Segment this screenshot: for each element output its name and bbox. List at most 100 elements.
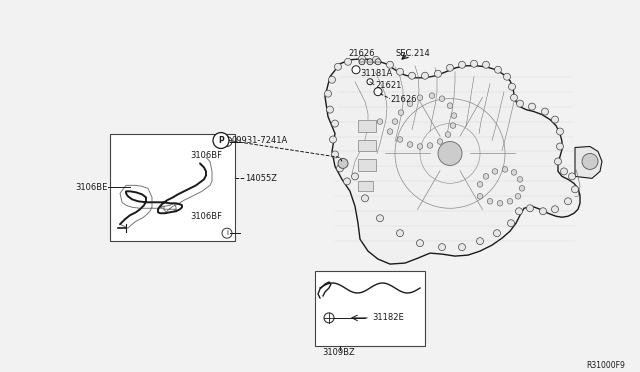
Circle shape	[332, 151, 339, 158]
Circle shape	[417, 144, 423, 149]
Circle shape	[515, 193, 521, 199]
Circle shape	[417, 95, 423, 100]
Circle shape	[338, 158, 348, 169]
Circle shape	[375, 59, 381, 65]
Circle shape	[377, 119, 383, 124]
Circle shape	[515, 208, 522, 215]
Circle shape	[438, 141, 462, 166]
Text: 09931-7241A: 09931-7241A	[231, 136, 287, 145]
Circle shape	[344, 58, 351, 65]
Circle shape	[397, 137, 403, 142]
Circle shape	[445, 132, 451, 137]
Circle shape	[392, 119, 398, 124]
Circle shape	[367, 79, 373, 85]
Circle shape	[529, 103, 536, 110]
Circle shape	[557, 143, 563, 150]
Circle shape	[358, 55, 365, 62]
Circle shape	[497, 201, 503, 206]
Text: 3109BZ: 3109BZ	[322, 348, 355, 357]
Circle shape	[374, 88, 382, 96]
Circle shape	[376, 215, 383, 222]
Circle shape	[483, 174, 489, 179]
Circle shape	[344, 178, 351, 185]
Text: S: S	[225, 139, 228, 144]
Circle shape	[582, 154, 598, 169]
Circle shape	[447, 64, 454, 71]
Circle shape	[477, 182, 483, 187]
Circle shape	[408, 72, 415, 79]
Circle shape	[477, 193, 483, 199]
Circle shape	[554, 158, 561, 165]
Circle shape	[509, 83, 515, 90]
Circle shape	[557, 128, 563, 135]
Text: 3106BE: 3106BE	[76, 183, 108, 192]
Circle shape	[527, 205, 534, 212]
Circle shape	[541, 108, 548, 115]
Bar	[358, 140, 376, 151]
Text: 31182E: 31182E	[372, 313, 404, 323]
Circle shape	[447, 103, 453, 108]
Circle shape	[222, 228, 232, 238]
Circle shape	[222, 137, 232, 147]
Text: 14055Z: 14055Z	[245, 174, 277, 183]
Circle shape	[397, 68, 403, 75]
Circle shape	[435, 70, 442, 77]
Text: 31181A: 31181A	[360, 69, 392, 78]
Bar	[315, 271, 425, 346]
Polygon shape	[325, 59, 580, 264]
Circle shape	[387, 61, 394, 68]
Text: i: i	[226, 230, 228, 236]
Circle shape	[483, 61, 490, 68]
Circle shape	[337, 165, 344, 172]
Circle shape	[502, 167, 508, 172]
Circle shape	[517, 177, 523, 182]
Polygon shape	[575, 147, 602, 179]
Circle shape	[568, 173, 575, 180]
Circle shape	[359, 59, 365, 65]
Circle shape	[422, 72, 429, 79]
Circle shape	[397, 230, 403, 237]
Circle shape	[429, 93, 435, 99]
Circle shape	[572, 186, 579, 193]
Circle shape	[507, 199, 513, 204]
Circle shape	[352, 66, 360, 74]
Circle shape	[213, 132, 229, 148]
Text: 21626: 21626	[390, 95, 417, 104]
Circle shape	[516, 100, 524, 107]
Circle shape	[511, 170, 517, 175]
Circle shape	[492, 169, 498, 174]
Bar	[358, 160, 376, 171]
Circle shape	[561, 168, 568, 175]
Circle shape	[504, 73, 511, 80]
Circle shape	[398, 110, 404, 115]
Bar	[358, 119, 376, 132]
Circle shape	[330, 136, 337, 143]
Circle shape	[324, 90, 332, 97]
Bar	[358, 182, 373, 191]
Circle shape	[450, 123, 456, 128]
Circle shape	[335, 63, 342, 70]
Circle shape	[470, 60, 477, 67]
Circle shape	[372, 56, 380, 63]
Text: R31000F9: R31000F9	[586, 361, 625, 370]
Circle shape	[428, 143, 433, 148]
Circle shape	[439, 96, 445, 102]
Circle shape	[387, 129, 393, 134]
Circle shape	[495, 66, 502, 73]
Bar	[110, 134, 235, 241]
Circle shape	[332, 120, 339, 127]
Circle shape	[438, 244, 445, 251]
Text: 3106BF: 3106BF	[190, 151, 222, 160]
Circle shape	[477, 238, 483, 245]
Circle shape	[351, 173, 358, 180]
Circle shape	[540, 208, 547, 215]
Circle shape	[493, 230, 500, 237]
Text: 3106BF: 3106BF	[190, 212, 222, 221]
Circle shape	[362, 195, 369, 202]
Circle shape	[511, 94, 518, 101]
Text: 21626: 21626	[348, 49, 374, 58]
Circle shape	[451, 113, 457, 118]
Circle shape	[519, 186, 525, 191]
Circle shape	[367, 59, 373, 65]
Circle shape	[437, 139, 443, 144]
